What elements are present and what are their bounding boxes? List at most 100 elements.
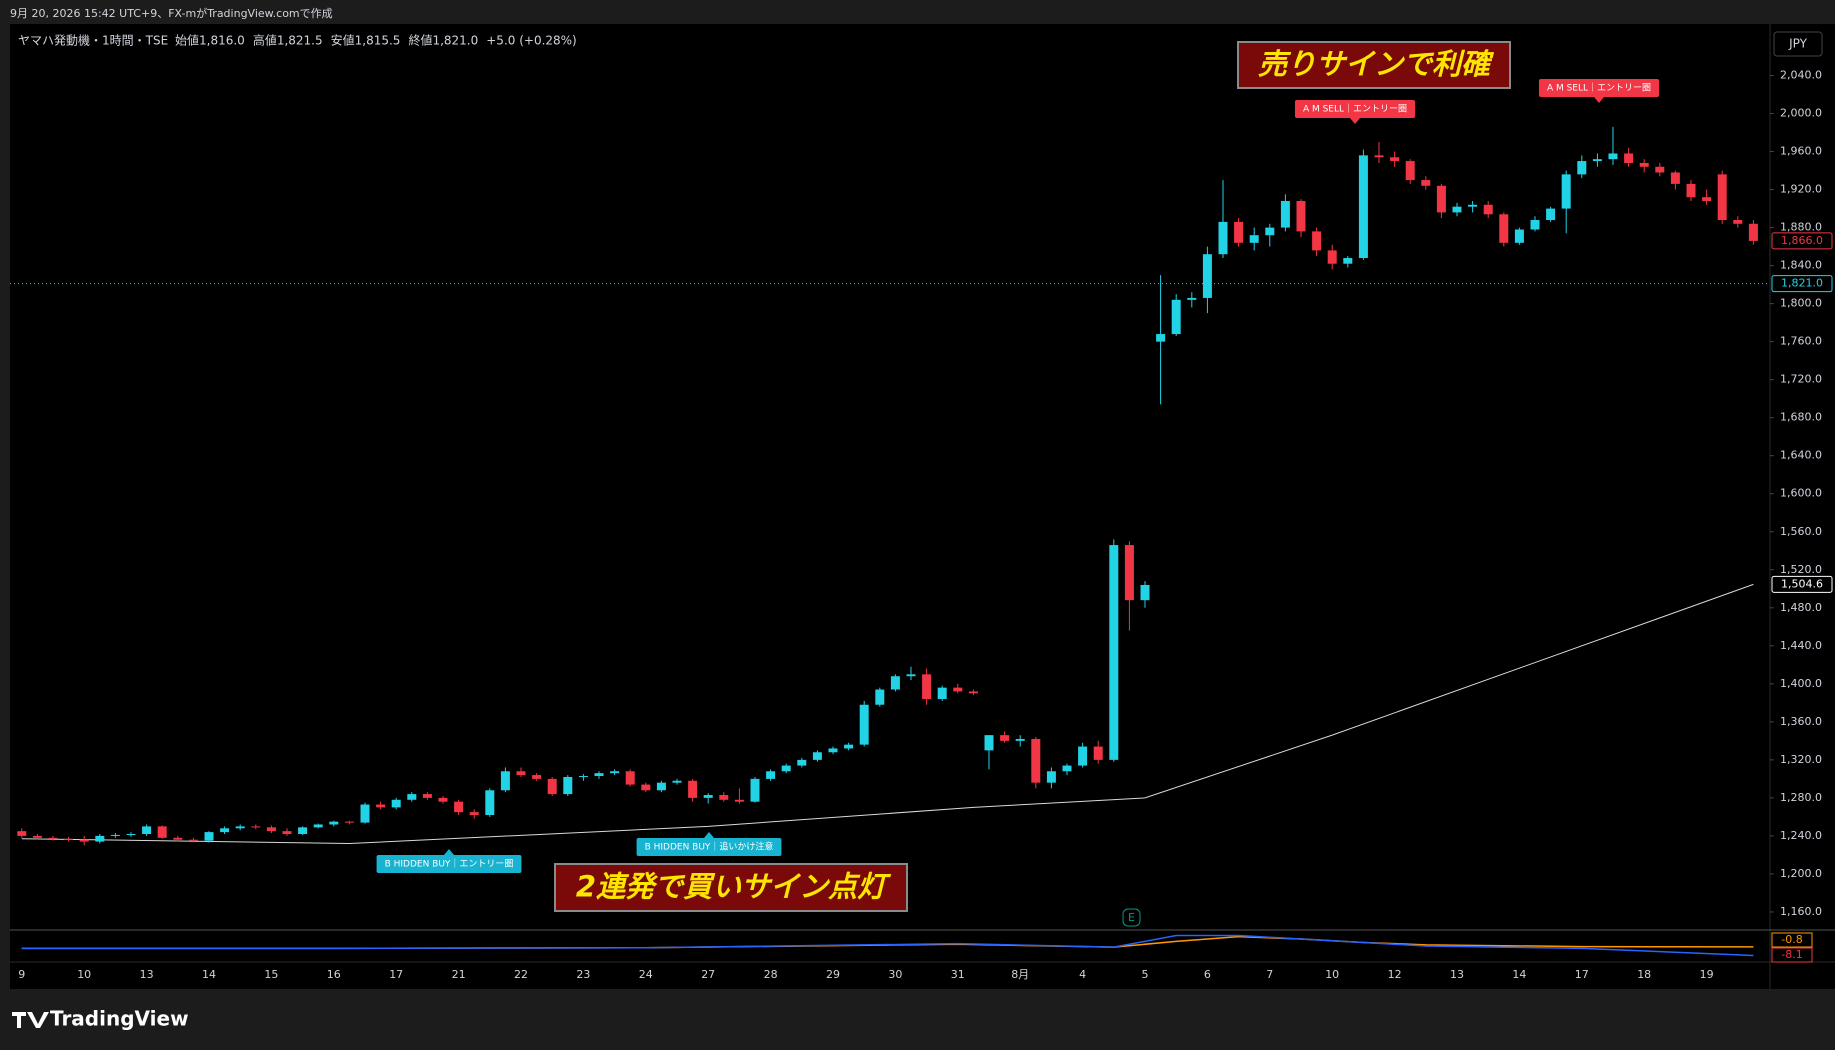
candle-body [1343,258,1353,264]
candle-body [500,771,510,791]
y-tick-label: 1,600.0 [1780,487,1822,500]
signal-pointer [704,832,714,838]
candle-body [1530,219,1540,230]
candle-body [563,776,573,795]
candle-body [1639,162,1649,167]
price-tag-label: 1,821.0 [1781,277,1823,290]
candle-body [220,828,230,833]
x-tick-label: 14 [1512,968,1526,981]
x-tick-label: 31 [951,968,965,981]
y-tick-label: 2,000.0 [1780,107,1822,120]
candle-body [1405,161,1415,181]
signal-box [1294,100,1416,118]
candle-body [298,827,308,835]
signal-text: B HIDDEN BUY｜追いかけ注意 [645,841,774,853]
candle-body [1655,166,1665,173]
annotation-box [554,863,908,912]
legend-item: 始値1,816.0 [175,33,245,48]
candle-body [469,812,479,815]
candle-body [1374,155,1384,158]
x-tick-label: 4 [1079,968,1086,981]
candle-body [157,826,167,838]
candle-body [984,735,994,751]
signal-label: A M SELL｜エントリー圏 [1294,100,1416,124]
annotation-text: 売りサインで利確 [1258,47,1495,81]
x-tick-label: 30 [888,968,902,981]
candle-body [95,835,105,842]
y-tick-label: 1,800.0 [1780,297,1822,310]
price-tag-label: 1,866.0 [1781,234,1823,247]
candle-body [797,759,807,766]
candle-body [968,691,978,694]
x-tick-label: 22 [514,968,528,981]
earnings-marker: E [1128,911,1135,924]
x-tick-label: 15 [264,968,278,981]
signal-label: B HIDDEN BUY｜追いかけ注意 [636,832,782,856]
candle-body [1390,157,1400,162]
candle-body [1483,204,1493,215]
y-tick-label: 1,840.0 [1780,259,1822,272]
signal-label: B HIDDEN BUY｜エントリー圏 [376,849,522,873]
price-tag [1771,232,1833,250]
moving-average [21,583,1754,845]
annotation-text: 2連発で買いサイン点灯 [576,870,892,904]
candle-body [126,834,136,836]
candle-body [204,832,214,841]
candle-body [1624,153,1634,163]
candle-body [1093,746,1103,760]
y-tick-label: 1,760.0 [1780,335,1822,348]
candle-body [578,776,588,778]
earnings-box [1122,908,1141,927]
candle-body [188,839,198,841]
candle-body [610,771,620,774]
candle-body [1686,183,1696,198]
candle-body [235,826,245,829]
x-tick-label: 10 [77,968,91,981]
candle-body [1327,250,1337,264]
x-tick-label: 29 [826,968,840,981]
candle-body [1748,223,1758,241]
signal-label: A M SELL｜エントリー圏 [1538,79,1660,103]
brand: TradingView [50,1007,189,1031]
candle-body [547,778,557,795]
candle-body [1202,254,1212,298]
candle-body [594,773,604,777]
candle-body [454,801,464,813]
oscillator-tag-label: -8.1 [1781,948,1802,961]
signal-pointer [444,849,454,855]
legend-item: 安値1,815.5 [331,33,401,48]
candle-body [17,831,27,836]
y-tick-label: 1,880.0 [1780,221,1822,234]
candle-body [1733,219,1743,224]
x-tick-label: 13 [1450,968,1464,981]
caption: 9月 20, 2026 15:42 UTC+9、FX-mがTradingView… [10,6,333,20]
candle-body [329,821,339,825]
x-tick-label: 17 [389,968,403,981]
candle-body [781,765,791,772]
candle-body [1124,545,1134,601]
x-tick-label: 5 [1142,968,1149,981]
candle-body [875,689,885,705]
candle-body [953,687,963,692]
candle-body [1468,204,1478,207]
candle-body [64,838,74,840]
logo-mark [12,1012,49,1028]
candle-body [391,799,401,808]
currency[interactable]: JPY [1788,37,1808,51]
brand-logo [12,1012,49,1028]
candle-body [828,748,838,753]
signal-pointer [1594,97,1604,103]
candle-body [1702,197,1712,201]
symbol: ヤマハ発動機・1時間・TSE [18,33,168,48]
y-tick-label: 1,640.0 [1780,449,1822,462]
candle-body [376,804,386,808]
candle-body [360,804,370,823]
currency-box[interactable] [1773,31,1823,57]
y-tick-label: 1,960.0 [1780,145,1822,158]
candle-body [844,744,854,749]
y-tick-label: 1,480.0 [1780,601,1822,614]
candle-body [859,704,869,745]
candle-body [422,794,432,798]
candle-body [766,771,776,779]
